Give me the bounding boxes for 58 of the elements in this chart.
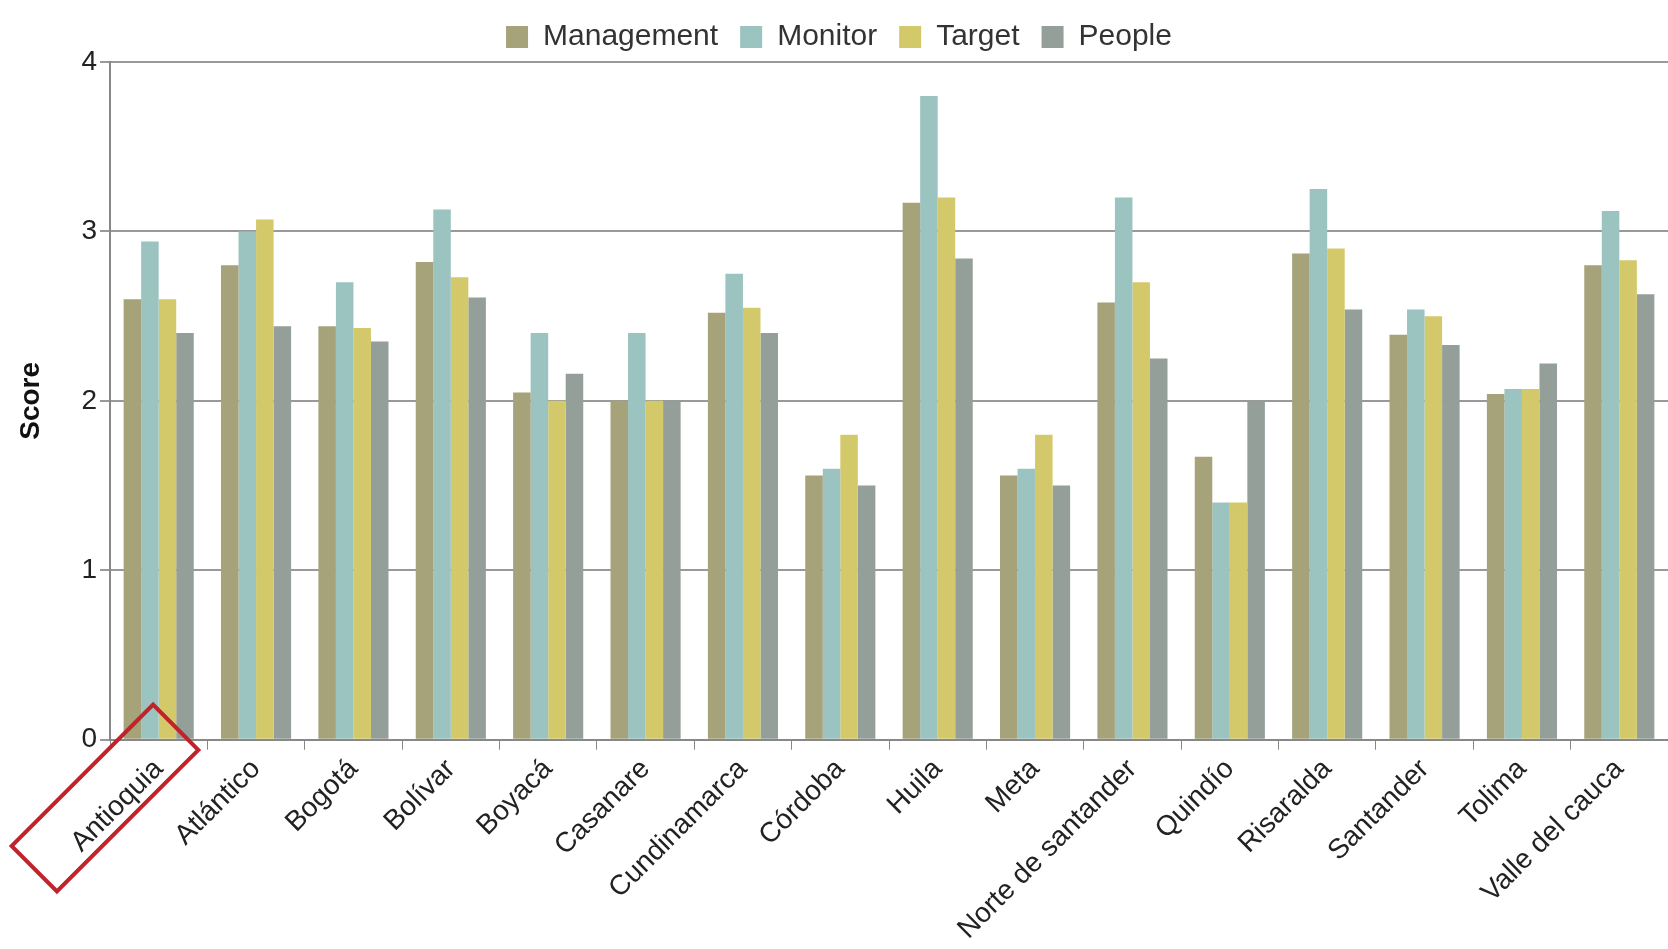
bar: [123, 299, 142, 739]
bar: [1504, 389, 1522, 739]
bar: [353, 328, 371, 739]
legend-label: Monitor: [777, 18, 878, 52]
bar: [433, 209, 451, 739]
bar: [335, 282, 354, 739]
bar: [238, 231, 257, 739]
bar: [1424, 316, 1443, 739]
bar: [548, 400, 566, 739]
bar: [415, 261, 434, 739]
bar: [530, 333, 549, 739]
bar: [610, 400, 629, 739]
bar: [1132, 282, 1150, 739]
bar: [1486, 394, 1505, 739]
bar: [1097, 302, 1115, 739]
bar: [256, 219, 274, 739]
y-tick-label: 4: [81, 44, 97, 76]
bar: [1601, 211, 1620, 739]
y-tick-label: 2: [81, 383, 97, 415]
bar: [1017, 468, 1036, 739]
bar: [1194, 456, 1213, 739]
bar: [221, 265, 239, 739]
bar: [450, 277, 469, 739]
bar: [1619, 260, 1637, 739]
bar: [707, 312, 726, 739]
bar: [937, 197, 956, 739]
bar: [725, 273, 743, 739]
y-tick-label: 1: [81, 553, 97, 585]
bar: [1327, 248, 1345, 739]
legend-label: Management: [543, 18, 719, 52]
bar: [1212, 502, 1230, 739]
bar: [1114, 197, 1133, 739]
bar: [1229, 502, 1248, 739]
bar: [805, 475, 823, 739]
bar: [902, 202, 921, 739]
bar: [628, 333, 646, 739]
bar: [645, 400, 664, 739]
bar: [1407, 309, 1425, 739]
bar: [141, 241, 159, 739]
bar: [822, 468, 841, 739]
bar: [1521, 389, 1540, 739]
bar: [1035, 434, 1053, 739]
y-tick-label: 0: [81, 722, 97, 754]
bar: [1389, 334, 1408, 739]
y-axis-title: Score: [13, 361, 45, 440]
bar: [742, 307, 761, 739]
bar: [920, 95, 938, 739]
bar: [1000, 475, 1018, 739]
bar: [513, 392, 531, 739]
legend-label: Target: [936, 18, 1021, 52]
bar: [1309, 189, 1328, 739]
bar: [318, 326, 336, 739]
y-tick-label: 3: [81, 214, 97, 246]
bar: [1584, 265, 1602, 739]
bar: [840, 434, 858, 739]
bar: [158, 299, 177, 739]
legend-label: People: [1078, 18, 1172, 52]
bar: [1292, 253, 1310, 739]
